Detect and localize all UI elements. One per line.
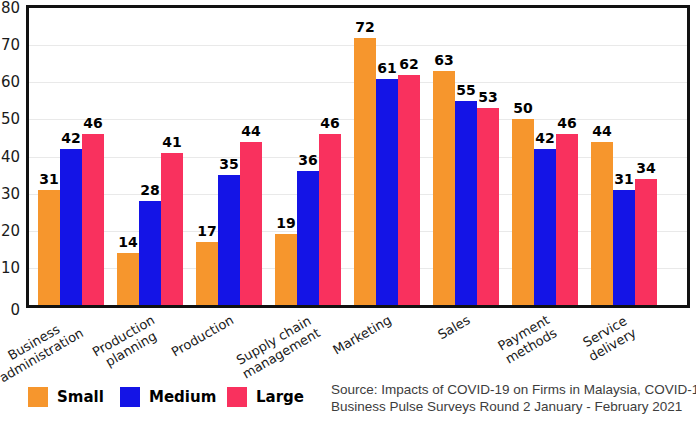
- x-category-label: Business administration: [0, 313, 86, 385]
- bar-small: [38, 190, 60, 305]
- x-category-label: Sales: [436, 313, 473, 343]
- legend-swatch-small: [28, 387, 48, 407]
- bar-medium: [297, 171, 319, 305]
- bar-large: [635, 179, 657, 305]
- bar-medium: [376, 79, 398, 305]
- bar-value-label: 31: [39, 171, 58, 187]
- y-tick-label: 0: [1, 301, 20, 319]
- bar-value-label: 19: [276, 215, 295, 231]
- legend-label-small: Small: [57, 388, 104, 406]
- plot-area: 3142461428411735441936467261626355535042…: [26, 5, 690, 308]
- bar-medium: [218, 175, 240, 305]
- y-tick-label: 40: [1, 148, 20, 166]
- bar-value-label: 42: [535, 130, 554, 146]
- legend-swatch-medium: [120, 387, 140, 407]
- bar-value-label: 44: [241, 123, 260, 139]
- bar-value-label: 42: [61, 130, 80, 146]
- y-tick-label: 60: [1, 73, 20, 91]
- bar-small: [117, 253, 139, 305]
- bar-large: [161, 153, 183, 305]
- legend-swatch-large: [227, 387, 247, 407]
- legend-item-medium: Medium: [120, 387, 216, 407]
- y-tick-label: 50: [1, 110, 20, 128]
- source-note: Source: Impacts of COVID-19 on Firms in …: [331, 381, 695, 415]
- bar-large: [319, 134, 341, 305]
- legend-label-medium: Medium: [149, 388, 216, 406]
- bar-large: [477, 108, 499, 305]
- y-tick-label: 30: [1, 185, 20, 203]
- bar-value-label: 46: [557, 115, 576, 131]
- chart-page: 3142461428411735441936467261626355535042…: [0, 0, 696, 421]
- bar-value-label: 31: [614, 171, 633, 187]
- bar-large: [82, 134, 104, 305]
- bar-value-label: 46: [83, 115, 102, 131]
- bar-medium: [455, 101, 477, 305]
- bar-value-label: 34: [636, 160, 655, 176]
- bar-small: [196, 242, 218, 305]
- bar-small: [354, 38, 376, 305]
- bar-value-label: 72: [355, 19, 374, 35]
- bar-value-label: 63: [434, 52, 453, 68]
- bar-large: [556, 134, 578, 305]
- bar-medium: [534, 149, 556, 305]
- bar-value-label: 62: [399, 56, 418, 72]
- bar-value-label: 55: [456, 82, 475, 98]
- legend-label-large: Large: [256, 388, 304, 406]
- bar-value-label: 46: [320, 115, 339, 131]
- bar-medium: [60, 149, 82, 305]
- x-category-label: Production: [169, 313, 236, 360]
- bar-value-label: 41: [162, 134, 181, 150]
- legend-item-large: Large: [227, 387, 304, 407]
- bar-value-label: 53: [478, 89, 497, 105]
- x-category-label: Service delivery: [579, 313, 639, 364]
- bar-large: [398, 75, 420, 305]
- bar-value-label: 50: [513, 100, 532, 116]
- bar-large: [240, 142, 262, 305]
- y-tick-label: 10: [1, 259, 20, 277]
- bar-small: [275, 234, 297, 305]
- bar-value-label: 61: [377, 60, 396, 76]
- x-category-label: Supply chain management: [233, 313, 323, 382]
- legend-item-small: Small: [28, 387, 104, 407]
- bar-value-label: 35: [219, 156, 238, 172]
- bar-value-label: 36: [298, 152, 317, 168]
- bar-value-label: 14: [118, 234, 137, 250]
- bar-small: [591, 142, 613, 305]
- bar-value-label: 28: [140, 182, 159, 198]
- x-category-label: Production planning: [90, 313, 164, 373]
- y-tick-label: 20: [1, 222, 20, 240]
- bar-small: [433, 71, 455, 305]
- x-category-label: Payment methods: [496, 313, 560, 367]
- bar-value-label: 17: [197, 223, 216, 239]
- x-category-label: Marketing: [331, 313, 394, 358]
- bar-small: [512, 119, 534, 305]
- bar-medium: [613, 190, 635, 305]
- y-tick-label: 80: [1, 0, 20, 17]
- bar-value-label: 44: [592, 123, 611, 139]
- y-tick-label: 70: [1, 36, 20, 54]
- bar-medium: [139, 201, 161, 305]
